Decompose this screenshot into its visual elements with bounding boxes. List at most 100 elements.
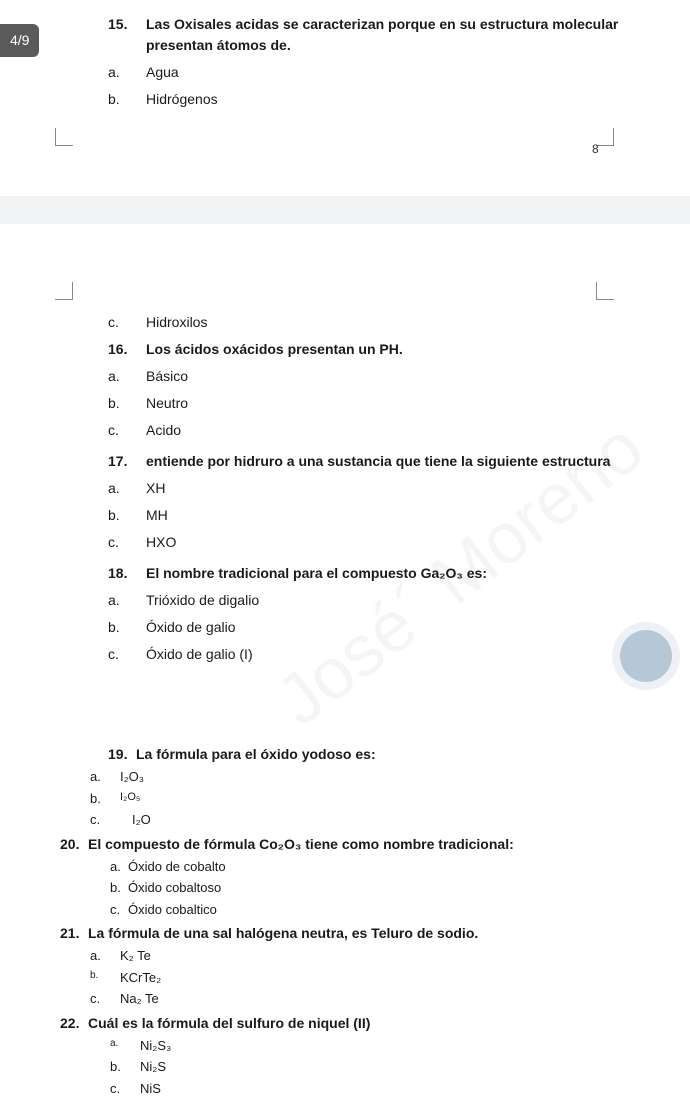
option-text: I₂O₃	[120, 767, 144, 787]
question-18: 18. El nombre tradicional para el compue…	[108, 563, 648, 665]
option-row: a.XH	[108, 478, 648, 499]
question-text: La fórmula de una sal halógena neutra, e…	[88, 923, 660, 944]
question-number: 16.	[108, 339, 146, 360]
page-top-content: 15. Las Oxisales acidas se caracterizan …	[108, 14, 648, 120]
option-letter: a.	[90, 946, 120, 966]
question-text: El compuesto de fórmula Co₂O₃ tiene como…	[88, 834, 660, 855]
question-text: Los ácidos oxácidos presentan un PH.	[146, 339, 648, 360]
option-text: Óxido de galio (I)	[146, 644, 253, 665]
option-row: c.Acido	[108, 420, 648, 441]
crop-mark-icon	[596, 282, 614, 300]
option-row: a.Trióxido de digalio	[108, 590, 648, 611]
option-row: b.MH	[108, 505, 648, 526]
question-number: 15.	[108, 14, 146, 56]
option-letter: c.	[110, 1079, 140, 1099]
page-bottom-content-lower: 19. La fórmula para el óxido yodoso es: …	[60, 740, 660, 1100]
option-row: a.Óxido de cobalto	[110, 857, 660, 877]
option-text: Agua	[146, 62, 179, 83]
question-16: 16. Los ácidos oxácidos presentan un PH.…	[108, 339, 648, 441]
option-letter: b.	[110, 878, 128, 898]
page-indicator-badge: 4/9	[0, 24, 39, 57]
option-letter: a.	[110, 857, 128, 877]
option-text: NiS	[140, 1079, 161, 1099]
question-number: 19.	[108, 744, 136, 765]
question-19: 19. La fórmula para el óxido yodoso es: …	[60, 744, 660, 830]
option-row: a.Básico	[108, 366, 648, 387]
option-row: b.Ni₂S	[110, 1057, 660, 1077]
option-text: HXO	[146, 532, 176, 553]
question-17: 17. entiende por hidruro a una sustancia…	[108, 451, 648, 553]
question-number: 20.	[60, 834, 88, 855]
option-text: Trióxido de digalio	[146, 590, 259, 611]
option-text: Ni₂S₃	[140, 1036, 171, 1056]
option-row: b.Óxido cobaltoso	[110, 878, 660, 898]
question-number: 17.	[108, 451, 146, 472]
option-letter: b.	[110, 1057, 140, 1077]
option-text: Hidrógenos	[146, 89, 218, 110]
option-letter: c.	[110, 900, 128, 920]
option-letter: c.	[108, 420, 146, 441]
question-text: El nombre tradicional para el compuesto …	[146, 563, 648, 584]
option-letter: c.	[108, 644, 146, 665]
option-letter: a.	[110, 1036, 140, 1056]
option-text: Óxido cobaltoso	[128, 878, 221, 898]
question-number: 21.	[60, 923, 88, 944]
option-row: a.I₂O₃	[90, 767, 660, 787]
option-text: I₂O₅	[120, 789, 140, 809]
option-letter: c.	[90, 810, 120, 830]
question-number: 22.	[60, 1013, 88, 1034]
option-row: a.Ni₂S₃	[110, 1036, 660, 1056]
option-row: c.Óxido de galio (I)	[108, 644, 648, 665]
option-text: Acido	[146, 420, 181, 441]
option-row: c.NiS	[110, 1079, 660, 1099]
option-text: K₂ Te	[120, 946, 151, 966]
option-letter: b.	[108, 617, 146, 638]
option-letter: c.	[90, 989, 120, 1009]
question-21: 21. La fórmula de una sal halógena neutr…	[60, 923, 660, 1009]
question-text: Las Oxisales acidas se caracterizan porq…	[146, 14, 648, 56]
option-text: I₂O	[132, 810, 151, 830]
option-text: XH	[146, 478, 165, 499]
option-row: b.Neutro	[108, 393, 648, 414]
option-row: b. Hidrógenos	[108, 89, 648, 110]
option-text: Óxido de cobalto	[128, 857, 226, 877]
option-text: Óxido de galio	[146, 617, 236, 638]
option-row: b.I₂O₅	[90, 789, 660, 809]
option-text: Neutro	[146, 393, 188, 414]
question-text: La fórmula para el óxido yodoso es:	[136, 744, 660, 765]
option-letter: c.	[108, 532, 146, 553]
option-text: Óxido cobaltico	[128, 900, 217, 920]
option-text: Hidroxilos	[146, 312, 207, 333]
option-row: b.KCrTe₂	[90, 968, 660, 988]
option-text: Básico	[146, 366, 188, 387]
option-letter: b.	[108, 505, 146, 526]
option-text: Na₂ Te	[120, 989, 159, 1009]
option-letter: a.	[108, 478, 146, 499]
page-number: 8	[592, 140, 599, 158]
option-letter: b.	[90, 968, 120, 988]
question-15: 15. Las Oxisales acidas se caracterizan …	[108, 14, 648, 110]
option-row: b.Óxido de galio	[108, 617, 648, 638]
option-letter: b.	[108, 89, 146, 110]
option-row: a.K₂ Te	[90, 946, 660, 966]
option-letter: a.	[108, 366, 146, 387]
option-letter: b.	[108, 393, 146, 414]
option-text: Ni₂S	[140, 1057, 166, 1077]
option-letter: c.	[108, 312, 146, 333]
option-row: c. I₂O	[90, 810, 660, 830]
question-20: 20. El compuesto de fórmula Co₂O₃ tiene …	[60, 834, 660, 920]
option-text: KCrTe₂	[120, 968, 161, 988]
option-text: MH	[146, 505, 168, 526]
crop-mark-icon	[55, 128, 73, 146]
option-letter: a.	[108, 62, 146, 83]
question-text: entiende por hidruro a una sustancia que…	[146, 451, 648, 472]
option-row: c.HXO	[108, 532, 648, 553]
option-row: c. Hidroxilos	[108, 312, 648, 333]
question-number: 18.	[108, 563, 146, 584]
option-row: a. Agua	[108, 62, 648, 83]
crop-mark-icon	[55, 282, 73, 300]
question-22: 22. Cuál es la fórmula del sulfuro de ni…	[60, 1013, 660, 1099]
question-text: Cuál es la fórmula del sulfuro de niquel…	[88, 1013, 660, 1034]
floating-action-button[interactable]	[620, 630, 672, 682]
option-row: c.Na₂ Te	[90, 989, 660, 1009]
